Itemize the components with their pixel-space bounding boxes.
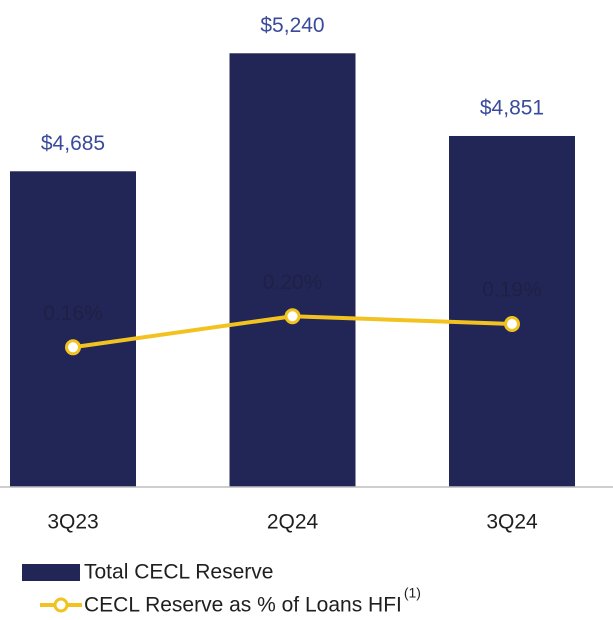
bar	[229, 53, 356, 487]
line-value-label: 0.20%	[263, 271, 323, 294]
line-marker	[504, 316, 520, 332]
legend-label: Total CECL Reserve	[84, 561, 273, 584]
line-value-label: 0.16%	[43, 302, 103, 325]
line-value-label: 0.19%	[482, 279, 542, 302]
legend-marker	[53, 597, 69, 613]
x-tick-label: 3Q24	[486, 511, 538, 534]
bar-value-label: $4,685	[41, 132, 105, 155]
bar	[449, 135, 575, 488]
x-tick-label: 2Q24	[267, 511, 319, 534]
line-marker	[284, 308, 301, 325]
bar-value-label: $4,851	[480, 97, 544, 120]
bar-value-label: $5,240	[260, 14, 324, 37]
x-tick-label: 3Q23	[47, 511, 98, 534]
line-marker	[65, 339, 81, 356]
bar	[10, 171, 136, 487]
legend-footnote: (1)	[404, 585, 421, 601]
legend-swatch	[22, 564, 80, 581]
legend-label: CECL Reserve as % of Loans HFI	[84, 594, 402, 617]
